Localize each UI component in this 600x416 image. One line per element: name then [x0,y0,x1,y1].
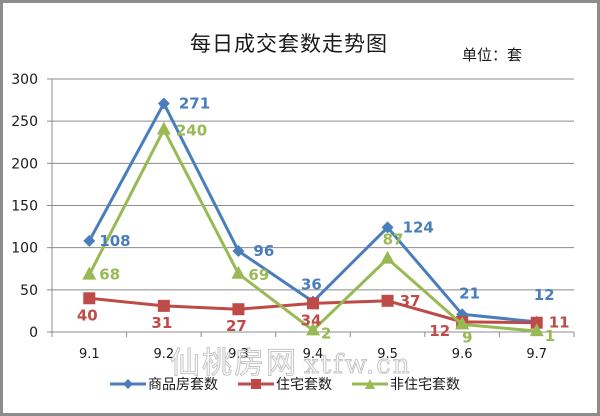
y-tick-label: 100 [11,241,38,257]
data-label: 31 [151,314,172,332]
triangle-marker-icon [306,322,320,336]
y-tick-label: 300 [11,72,38,88]
data-label: 1 [545,327,555,345]
y-tick-label: 50 [20,283,38,299]
triangle-marker-icon [82,266,97,280]
diamond-marker-icon [110,379,146,389]
data-label: 27 [226,317,247,335]
triangle-marker-icon [380,250,395,264]
triangle-marker-icon [455,316,470,330]
square-marker-icon [381,294,394,307]
diamond-marker-icon [157,97,170,110]
square-marker-icon [232,303,245,316]
square-marker-icon [238,379,274,389]
unit-label: 单位：套 [462,46,523,64]
data-label: 12 [534,286,555,304]
watermark-text: 仙桃房网 [170,346,298,382]
watermark-url: xtfw.cn [303,350,412,381]
data-label: 271 [179,94,210,112]
data-labels: 108 271 96 36 124 21 12 40 31 27 34 37 12 11 68 240 69 2 8… [77,94,570,346]
data-series [82,97,544,337]
y-tick-label: 200 [11,156,38,172]
data-label: 40 [77,306,98,324]
chart-legend: 商品房套数 住宅套数 非住宅套数 [110,373,510,395]
data-label: 34 [301,311,322,329]
data-label: 36 [301,276,322,294]
square-marker-icon [307,297,319,310]
legend-item-residential: 住宅套数 [238,374,332,394]
data-label: 96 [253,242,274,260]
y-tick-label: 0 [29,325,38,341]
legend-item-commercial: 商品房套数 [110,374,218,394]
data-label: 11 [549,314,570,332]
data-label: 2 [321,324,331,342]
diamond-marker-icon [83,234,96,247]
triangle-marker-icon [352,379,388,389]
square-marker-icon [530,316,543,329]
gridlines [52,78,574,291]
diamond-marker-icon [232,245,245,258]
x-tick-label: 9.2 [154,347,175,362]
data-label: 240 [176,122,207,140]
x-tick-label: 9.7 [526,347,547,362]
data-label: 9 [462,328,472,346]
square-marker-icon [83,292,96,305]
legend-item-non-residential: 非住宅套数 [352,374,460,394]
triangle-marker-icon [231,265,246,279]
x-tick-label: 9.5 [377,347,398,362]
y-tick-label: 250 [11,114,38,130]
data-label: 69 [248,266,269,284]
y-tick-label: 150 [11,199,38,215]
legend-label: 住宅套数 [276,377,332,393]
axes: 0 50 100 150 200 250 300 9.1 9.2 9.3 9.4 9.5 9.6 9.7 [11,72,575,362]
data-label: 108 [99,232,130,250]
square-marker-icon [157,299,170,312]
legend-label: 商品房套数 [148,377,218,393]
triangle-marker-icon [529,323,544,337]
triangle-marker-icon [156,121,171,135]
data-label: 37 [400,292,421,310]
watermark: 仙桃房网 xtfw.cn [170,338,411,382]
data-label: 87 [383,231,404,249]
data-label: 68 [99,266,120,284]
data-label: 21 [459,284,480,302]
x-tick-label: 9.6 [452,347,473,362]
x-tick-label: 9.3 [228,347,249,362]
chart-title: 每日成交套数走势图 [190,32,388,56]
x-tick-label: 9.1 [79,347,100,362]
x-tick-label: 9.4 [303,347,324,362]
data-label: 124 [403,218,434,236]
data-label: 12 [429,322,450,340]
diamond-marker-icon [381,221,394,234]
legend-label: 非住宅套数 [390,377,460,393]
